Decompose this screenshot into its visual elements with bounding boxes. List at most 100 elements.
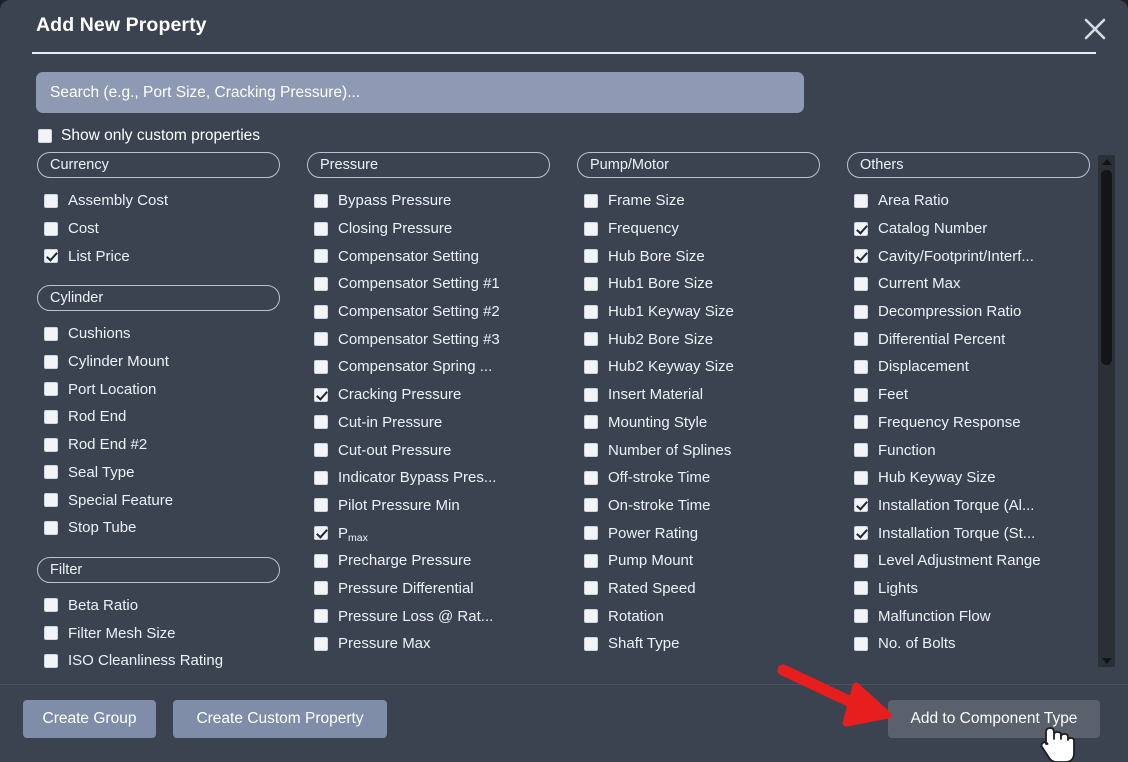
property-row[interactable]: Pressure Differential [307,575,550,603]
property-checkbox[interactable] [854,249,868,264]
property-row[interactable]: ISO Cleanliness Rating [37,647,280,670]
property-checkbox[interactable] [314,636,328,651]
property-checkbox[interactable] [314,387,328,402]
property-checkbox[interactable] [314,221,328,236]
property-checkbox[interactable] [44,520,58,535]
property-row[interactable]: Frame Size [577,187,820,215]
create-group-button[interactable]: Create Group [23,700,156,738]
property-checkbox[interactable] [44,326,58,341]
property-checkbox[interactable] [44,493,58,508]
property-checkbox[interactable] [314,415,328,430]
property-checkbox[interactable] [854,276,868,291]
property-checkbox[interactable] [854,470,868,485]
scroll-up-arrow-icon[interactable] [1098,155,1115,168]
property-checkbox[interactable] [314,470,328,485]
property-checkbox[interactable] [314,443,328,458]
property-row[interactable]: Cylinder Mount [37,348,280,376]
property-checkbox[interactable] [44,193,58,208]
property-row[interactable]: Hub1 Keyway Size [577,298,820,326]
property-checkbox[interactable] [314,581,328,596]
property-row[interactable]: Rotation [577,602,820,630]
property-row[interactable]: Cavity/Footprint/Interf... [847,242,1090,270]
property-row[interactable]: Malfunction Flow [847,602,1090,630]
property-checkbox[interactable] [854,636,868,651]
property-checkbox[interactable] [44,437,58,452]
property-row[interactable]: Pressure Max [307,630,550,658]
property-checkbox[interactable] [44,354,58,369]
property-row[interactable]: Current Max [847,270,1090,298]
property-checkbox[interactable] [854,332,868,347]
property-row[interactable]: Hub2 Bore Size [577,325,820,353]
show-only-custom-properties-row[interactable]: Show only custom properties [38,127,260,145]
property-row[interactable]: Cut-in Pressure [307,409,550,437]
property-row[interactable]: Port Location [37,375,280,403]
property-row[interactable]: Compensator Setting [307,242,550,270]
property-group-header[interactable]: Pump/Motor [577,152,820,178]
property-row[interactable]: Installation Torque (Al... [847,492,1090,520]
property-checkbox[interactable] [854,304,868,319]
property-row[interactable]: Hub1 Bore Size [577,270,820,298]
property-group-header[interactable]: Cylinder [37,285,280,312]
property-row[interactable]: Cost [37,215,280,243]
property-checkbox[interactable] [584,332,598,347]
property-row[interactable]: Rod End [37,403,280,431]
property-checkbox[interactable] [584,249,598,264]
property-checkbox[interactable] [854,443,868,458]
property-checkbox[interactable] [44,653,58,668]
scrollbar-thumb[interactable] [1101,170,1112,365]
property-row[interactable]: Hub2 Keyway Size [577,353,820,381]
property-row[interactable]: Indicator Bypass Pres... [307,464,550,492]
property-row[interactable]: Compensator Setting #1 [307,270,550,298]
property-row[interactable]: Area Ratio [847,187,1090,215]
property-row[interactable]: Hub Keyway Size [847,464,1090,492]
property-checkbox[interactable] [314,553,328,568]
property-row[interactable]: Cut-out Pressure [307,436,550,464]
property-row[interactable]: Pressure Loss @ Rat... [307,602,550,630]
property-row[interactable]: Cracking Pressure [307,381,550,409]
property-row[interactable]: Displacement [847,353,1090,381]
property-checkbox[interactable] [314,193,328,208]
property-checkbox[interactable] [854,498,868,513]
property-checkbox[interactable] [584,221,598,236]
property-checkbox[interactable] [854,526,868,541]
property-checkbox[interactable] [584,609,598,624]
scroll-down-arrow-icon[interactable] [1098,654,1115,667]
property-row[interactable]: List Price [37,242,280,270]
property-row[interactable]: Frequency [577,215,820,243]
property-checkbox[interactable] [854,581,868,596]
property-row[interactable]: Feet [847,381,1090,409]
property-checkbox[interactable] [314,276,328,291]
property-checkbox[interactable] [44,626,58,641]
property-row[interactable]: Beta Ratio [37,592,280,620]
property-row[interactable]: No. of Bolts [847,630,1090,658]
close-icon[interactable] [1078,12,1112,44]
property-checkbox[interactable] [584,526,598,541]
property-checkbox[interactable] [584,387,598,402]
create-custom-property-button[interactable]: Create Custom Property [173,700,387,738]
property-row[interactable]: Compensator Setting #3 [307,325,550,353]
property-checkbox[interactable] [44,382,58,397]
property-row[interactable]: Mounting Style [577,409,820,437]
property-checkbox[interactable] [854,359,868,374]
property-row[interactable]: Hub Bore Size [577,242,820,270]
property-row[interactable]: Frequency Response [847,409,1090,437]
property-row[interactable]: Seal Type [37,459,280,487]
property-checkbox[interactable] [584,470,598,485]
property-row[interactable]: Differential Percent [847,325,1090,353]
property-checkbox[interactable] [584,443,598,458]
property-checkbox[interactable] [854,553,868,568]
property-checkbox[interactable] [854,193,868,208]
property-checkbox[interactable] [584,359,598,374]
add-to-component-type-button[interactable]: Add to Component Type [888,700,1100,738]
property-checkbox[interactable] [314,304,328,319]
property-checkbox[interactable] [584,193,598,208]
property-row[interactable]: Closing Pressure [307,215,550,243]
property-row[interactable]: Off-stroke Time [577,464,820,492]
property-row[interactable]: Lights [847,575,1090,603]
property-checkbox[interactable] [314,526,328,541]
property-row[interactable]: Filter Mesh Size [37,619,280,647]
property-row[interactable]: Shaft Type [577,630,820,658]
property-row[interactable]: Pump Mount [577,547,820,575]
property-checkbox[interactable] [314,359,328,374]
property-checkbox[interactable] [584,304,598,319]
